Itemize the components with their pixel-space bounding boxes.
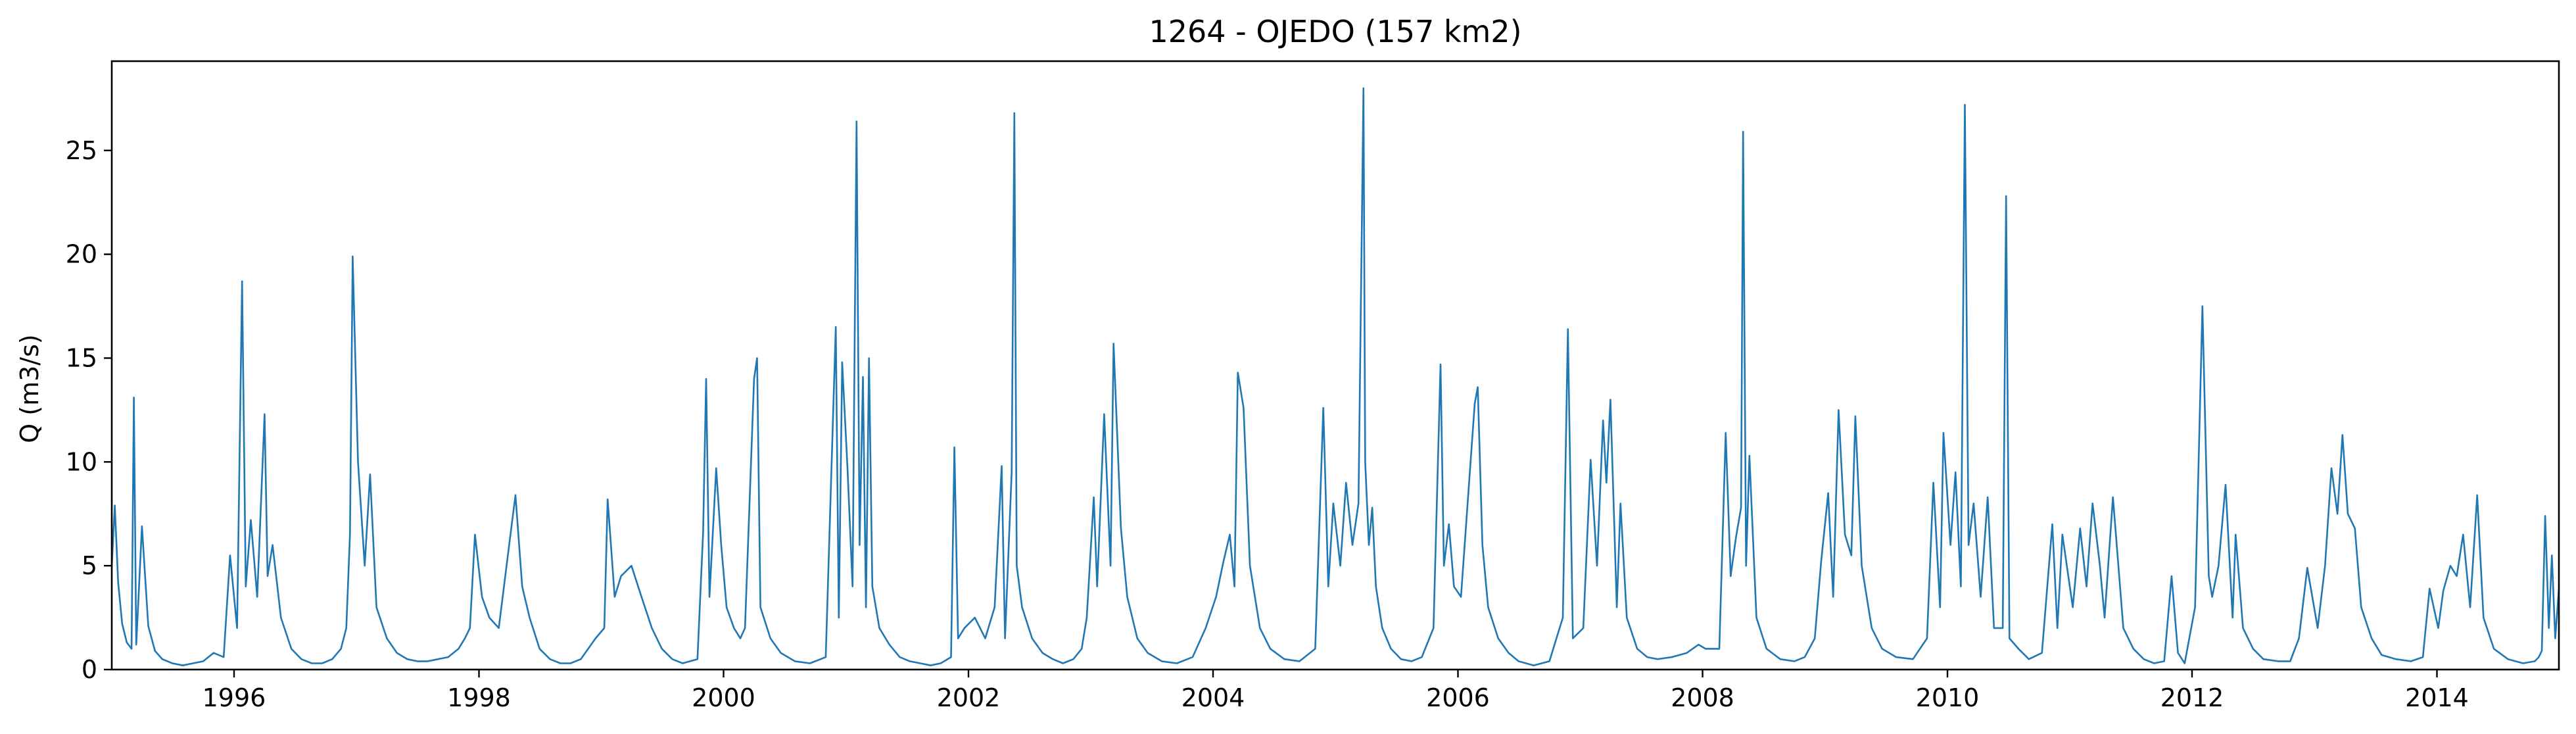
y-tick-label: 5 bbox=[82, 551, 97, 580]
y-tick-label: 10 bbox=[66, 447, 97, 476]
x-tick-label: 2012 bbox=[2160, 683, 2224, 712]
y-axis-label: Q (m3/s) bbox=[15, 334, 44, 443]
chart-title: 1264 - OJEDO (157 km2) bbox=[1149, 14, 1521, 49]
x-tick-label: 2004 bbox=[1181, 683, 1245, 712]
x-tick-label: 2014 bbox=[2405, 683, 2469, 712]
plot-frame bbox=[112, 61, 2559, 670]
series-layer bbox=[112, 88, 2559, 666]
x-tick-label: 2002 bbox=[937, 683, 1001, 712]
x-tick-label: 1998 bbox=[447, 683, 511, 712]
y-tick-label: 20 bbox=[66, 240, 97, 269]
x-tick-label: 2006 bbox=[1426, 683, 1490, 712]
x-tick-label: 2010 bbox=[1916, 683, 1980, 712]
y-tick-label: 25 bbox=[66, 136, 97, 165]
x-tick-label: 1996 bbox=[203, 683, 266, 712]
y-axis: 0 5 10 15 20 25 bbox=[66, 136, 112, 684]
y-tick-label: 0 bbox=[82, 655, 97, 684]
x-axis: 1996 1998 2000 2002 2004 2006 2008 2010 2012 2014 bbox=[203, 670, 2469, 712]
x-tick-label: 2008 bbox=[1671, 683, 1734, 712]
x-tick-label: 2000 bbox=[692, 683, 755, 712]
series-line-0 bbox=[112, 88, 2559, 666]
y-tick-label: 15 bbox=[66, 343, 97, 372]
